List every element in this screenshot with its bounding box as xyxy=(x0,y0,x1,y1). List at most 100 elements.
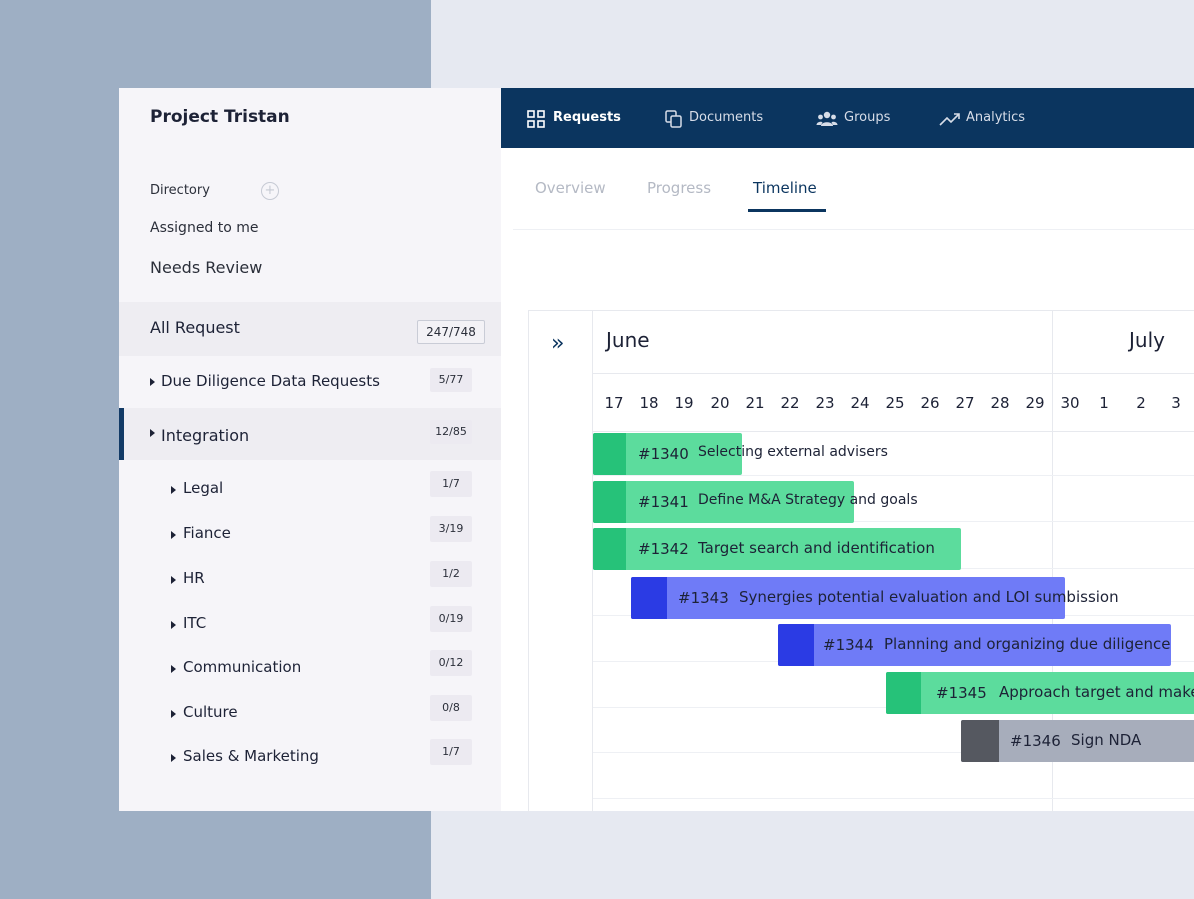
assigned-to-me-link[interactable]: Assigned to me xyxy=(150,220,259,236)
sidebar: Project Tristan Directory + Assigned to … xyxy=(119,88,501,811)
day-label: 22 xyxy=(780,394,800,412)
group-count-badge: 12/85 xyxy=(430,420,472,444)
month-label: July xyxy=(1129,328,1165,352)
subgroup-count-badge: 1/2 xyxy=(430,561,472,587)
day-label: 17 xyxy=(604,394,624,412)
day-label: 20 xyxy=(710,394,730,412)
day-label: 24 xyxy=(850,394,870,412)
caret-right-icon[interactable] xyxy=(150,378,155,386)
nav-label: Groups xyxy=(844,110,891,125)
day-label: 23 xyxy=(815,394,835,412)
day-label: 29 xyxy=(1025,394,1045,412)
group-row-integration[interactable]: Integration 12/85 xyxy=(119,408,501,460)
subgroup-count-badge: 3/19 xyxy=(430,516,472,542)
subgroup-row-fiance[interactable]: Fiance 3/19 xyxy=(119,512,501,556)
grid-line xyxy=(593,521,1194,522)
day-label: 28 xyxy=(990,394,1010,412)
group-label: Due Diligence Data Requests xyxy=(161,372,380,390)
task-bar[interactable]: #1345 Approach target and make xyxy=(886,672,1194,714)
expand-double-chevron-icon[interactable]: » xyxy=(551,331,565,356)
grid-icon xyxy=(527,110,545,128)
task-bar[interactable]: #1343 Synergies potential evaluation and … xyxy=(631,577,1119,619)
tab-progress[interactable]: Progress xyxy=(647,179,712,197)
subgroup-label: Sales & Marketing xyxy=(183,747,319,765)
group-row-due-diligence[interactable]: Due Diligence Data Requests 5/77 xyxy=(119,356,501,408)
task-bar-handle[interactable] xyxy=(886,672,921,714)
nav-label: Documents xyxy=(689,110,764,125)
subgroup-row-communication[interactable]: Communication 0/12 xyxy=(119,646,501,690)
grid-line xyxy=(593,798,1194,799)
month-separator xyxy=(1052,311,1053,812)
all-request-row[interactable]: All Request 247/748 xyxy=(119,302,501,356)
task-id: #1345 xyxy=(936,684,987,702)
group-count-badge: 5/77 xyxy=(430,368,472,392)
collapse-column: » xyxy=(529,311,593,812)
caret-right-icon[interactable] xyxy=(171,576,176,584)
groups-icon xyxy=(816,111,838,126)
nav-label: Analytics xyxy=(966,110,1026,125)
day-label: 27 xyxy=(955,394,975,412)
subgroup-label: HR xyxy=(183,569,205,587)
task-bar[interactable]: #1342 Target search and identification xyxy=(593,528,961,570)
subgroup-row-legal[interactable]: Legal 1/7 xyxy=(119,467,501,511)
day-label: 3 xyxy=(1171,394,1181,412)
caret-right-icon[interactable] xyxy=(171,754,176,762)
subgroup-count-badge: 0/19 xyxy=(430,606,472,632)
task-bar-handle[interactable] xyxy=(593,528,626,570)
task-bar-handle[interactable] xyxy=(778,624,814,666)
task-id: #1340 xyxy=(638,445,689,463)
caret-right-icon[interactable] xyxy=(171,531,176,539)
directory-label[interactable]: Directory xyxy=(150,183,210,198)
task-id: #1343 xyxy=(678,589,729,607)
task-title: Target search and identification xyxy=(698,539,935,557)
subgroup-row-culture[interactable]: Culture 0/8 xyxy=(119,691,501,735)
subgroup-label: Communication xyxy=(183,658,302,676)
caret-right-icon[interactable] xyxy=(171,621,176,629)
task-bar-handle[interactable] xyxy=(593,481,626,523)
task-bar[interactable]: #1341 Define M&A Strategy and goals xyxy=(593,481,918,523)
add-directory-icon[interactable]: + xyxy=(261,182,279,200)
tab-timeline[interactable]: Timeline xyxy=(753,179,817,197)
grid-line xyxy=(593,475,1194,476)
task-bar-handle[interactable] xyxy=(961,720,999,762)
analytics-icon xyxy=(939,113,960,126)
top-nav: Requests Documents Groups xyxy=(501,88,1194,148)
day-label: 1 xyxy=(1099,394,1109,412)
task-title: Selecting external advisers xyxy=(698,444,888,460)
tab-bar: Overview Progress Timeline xyxy=(501,148,1194,230)
task-bar-handle[interactable] xyxy=(593,433,626,475)
tab-overview[interactable]: Overview xyxy=(535,179,606,197)
needs-review-link[interactable]: Needs Review xyxy=(150,258,263,277)
day-label: 26 xyxy=(920,394,940,412)
subgroup-row-itc[interactable]: ITC 0/19 xyxy=(119,602,501,646)
task-bar[interactable]: #1346 Sign NDA xyxy=(961,720,1194,762)
subgroup-count-badge: 0/8 xyxy=(430,695,472,721)
day-label: 2 xyxy=(1136,394,1146,412)
caret-right-icon[interactable] xyxy=(171,486,176,494)
task-id: #1346 xyxy=(1010,732,1061,750)
caret-right-icon[interactable] xyxy=(171,665,176,673)
task-title: Synergies potential evaluation and LOI s… xyxy=(739,588,1119,606)
caret-right-icon[interactable] xyxy=(171,710,176,718)
subgroup-row-sales-marketing[interactable]: Sales & Marketing 1/7 xyxy=(119,735,501,779)
task-id: #1341 xyxy=(638,493,689,511)
task-id: #1342 xyxy=(638,540,689,558)
task-bar[interactable]: #1340 Selecting external advisers xyxy=(593,433,888,475)
subgroup-count-badge: 0/12 xyxy=(430,650,472,676)
active-indicator xyxy=(119,408,124,460)
subgroup-label: Fiance xyxy=(183,524,231,542)
caret-right-icon[interactable] xyxy=(150,429,155,437)
day-label: 18 xyxy=(639,394,659,412)
subgroup-count-badge: 1/7 xyxy=(430,471,472,497)
subgroup-label: ITC xyxy=(183,614,207,632)
main-panel: Requests Documents Groups xyxy=(501,88,1194,812)
all-request-count-badge: 247/748 xyxy=(417,320,485,344)
project-title: Project Tristan xyxy=(150,107,290,127)
documents-icon xyxy=(665,110,682,128)
task-bar[interactable]: #1344 Planning and organizing due diligen… xyxy=(778,624,1171,666)
task-title: Approach target and make xyxy=(999,683,1194,701)
subgroup-row-hr[interactable]: HR 1/2 xyxy=(119,557,501,601)
subgroup-count-badge: 1/7 xyxy=(430,739,472,765)
task-bar-handle[interactable] xyxy=(631,577,667,619)
day-label: 21 xyxy=(745,394,765,412)
